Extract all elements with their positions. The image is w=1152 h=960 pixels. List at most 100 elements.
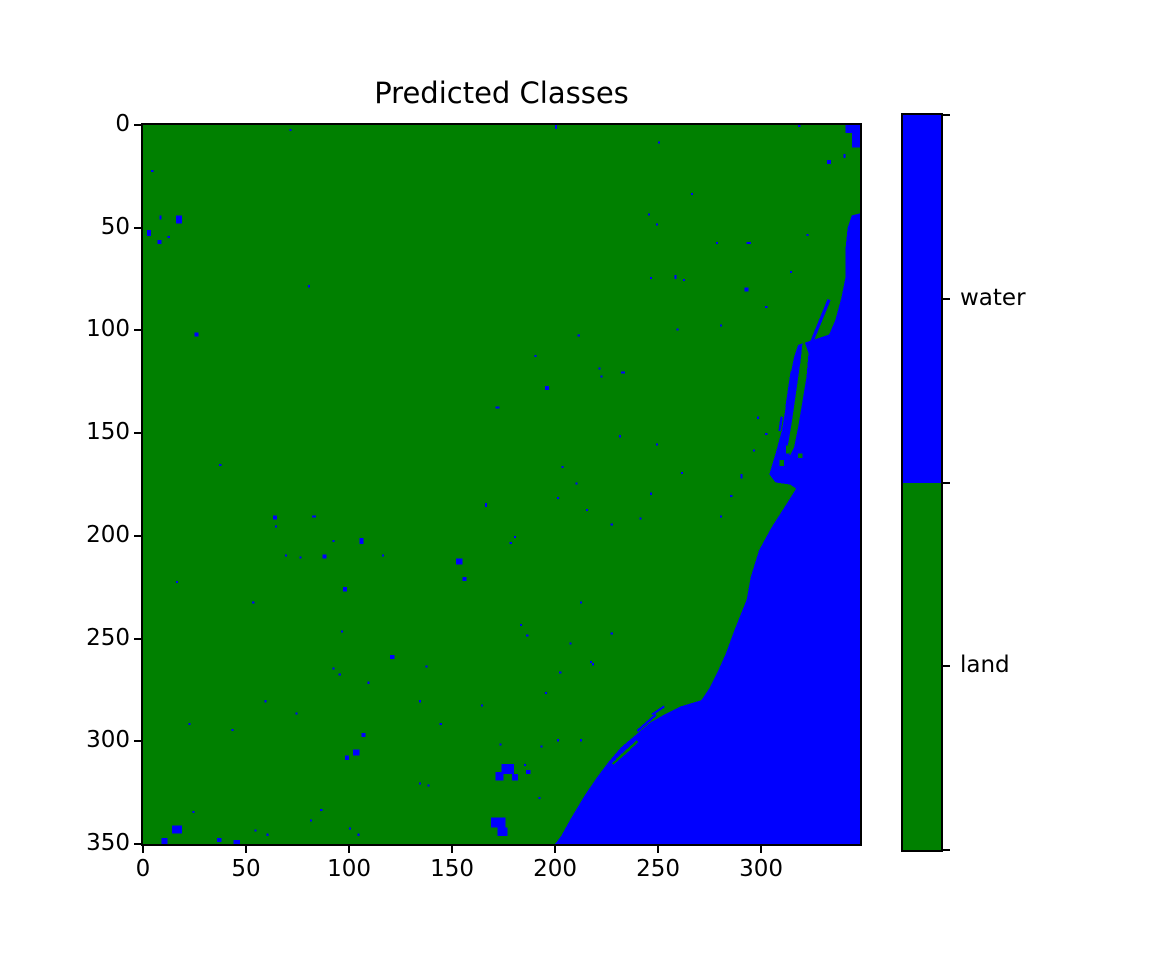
water-speckle bbox=[752, 449, 755, 452]
x-tick-label: 300 bbox=[739, 856, 784, 882]
y-tick-label: 50 bbox=[100, 213, 130, 240]
water-speckle bbox=[353, 749, 360, 756]
y-tick-label: 350 bbox=[86, 830, 130, 856]
water-speckle bbox=[367, 681, 370, 684]
water-speckle bbox=[480, 704, 483, 707]
water-speckle bbox=[332, 667, 335, 670]
water-speckle bbox=[309, 819, 312, 822]
y-tick bbox=[134, 534, 141, 537]
lagoon-streak bbox=[651, 705, 665, 716]
water-speckle bbox=[600, 375, 603, 378]
y-tick bbox=[134, 226, 141, 229]
water-speckle bbox=[217, 837, 222, 842]
water-speckle bbox=[744, 287, 749, 292]
water-speckle bbox=[495, 772, 504, 781]
water-speckle bbox=[509, 542, 512, 545]
water-speckle bbox=[843, 153, 846, 158]
y-tick bbox=[134, 740, 141, 743]
water-speckle bbox=[390, 655, 395, 660]
island bbox=[785, 445, 789, 454]
x-tick bbox=[245, 846, 248, 853]
water-speckle bbox=[569, 642, 572, 645]
water-speckle bbox=[513, 535, 516, 538]
water-speckle bbox=[439, 722, 442, 725]
lagoon-streak bbox=[785, 371, 794, 407]
water-speckle bbox=[676, 328, 679, 331]
water-speckle bbox=[289, 129, 292, 132]
x-tick-label: 50 bbox=[231, 856, 261, 882]
water-speckle bbox=[649, 277, 652, 280]
x-tick bbox=[348, 846, 351, 853]
water-speckle bbox=[159, 215, 162, 220]
island bbox=[779, 459, 784, 467]
water-speckle bbox=[798, 125, 801, 128]
water-speckle bbox=[827, 159, 832, 165]
x-tick-label: 250 bbox=[636, 856, 681, 882]
class-map-plot bbox=[143, 125, 860, 844]
x-tick-label: 150 bbox=[430, 856, 474, 882]
ocean-region bbox=[555, 213, 860, 844]
water-speckle bbox=[188, 722, 191, 725]
water-speckle bbox=[361, 733, 366, 738]
water-speckle bbox=[194, 332, 199, 337]
water-speckle bbox=[219, 463, 222, 467]
water-speckle bbox=[161, 837, 168, 844]
water-speckle bbox=[495, 406, 500, 409]
water-speckle bbox=[555, 125, 558, 130]
water-speckle bbox=[299, 556, 302, 559]
water-speckle bbox=[719, 324, 722, 327]
water-speckle bbox=[639, 517, 642, 520]
water-speckle bbox=[520, 624, 523, 627]
water-speckle bbox=[765, 433, 768, 436]
lagoon-streak bbox=[778, 416, 783, 432]
y-tick-label: 300 bbox=[86, 727, 130, 754]
water-speckle bbox=[534, 355, 537, 358]
water-speckle bbox=[349, 827, 352, 830]
colorbar-boundary-tick bbox=[943, 114, 950, 116]
colorbar-boundary-tick bbox=[943, 849, 950, 851]
water-speckle bbox=[746, 242, 751, 245]
water-speckle bbox=[598, 367, 601, 370]
y-tick bbox=[134, 329, 141, 332]
water-speckle bbox=[524, 763, 527, 766]
water-speckle bbox=[311, 515, 317, 518]
water-speckle bbox=[610, 632, 613, 635]
water-speckle bbox=[320, 809, 323, 812]
y-tick-label: 150 bbox=[86, 419, 130, 446]
water-speckle bbox=[285, 554, 288, 557]
y-tick bbox=[134, 432, 141, 435]
water-speckle bbox=[231, 728, 234, 732]
water-speckle bbox=[526, 770, 531, 775]
water-speckle bbox=[756, 416, 760, 419]
colorbar-tick-water bbox=[943, 297, 950, 300]
water-speckle bbox=[344, 755, 350, 760]
water-speckle bbox=[264, 700, 267, 703]
colorbar-tick-land bbox=[943, 665, 950, 668]
colorbar-label-water: water bbox=[960, 284, 1026, 311]
water-speckle bbox=[557, 496, 560, 499]
corner-water bbox=[845, 125, 860, 134]
y-tick-label: 200 bbox=[86, 521, 130, 548]
water-speckle bbox=[719, 515, 722, 518]
water-speckle bbox=[147, 229, 152, 236]
x-tick-label: 100 bbox=[327, 856, 371, 882]
water-speckle bbox=[674, 274, 677, 280]
class-map-svg bbox=[143, 125, 860, 844]
x-tick bbox=[657, 846, 660, 853]
water-speckle bbox=[691, 192, 694, 195]
water-speckle bbox=[715, 242, 718, 245]
water-speckle bbox=[538, 796, 541, 799]
water-speckle bbox=[592, 663, 595, 666]
water-speckle bbox=[740, 474, 743, 479]
water-speckle bbox=[266, 833, 269, 836]
water-speckle bbox=[307, 285, 310, 288]
water-speckle bbox=[419, 782, 422, 785]
water-speckle bbox=[425, 665, 428, 668]
corner-water bbox=[851, 133, 860, 148]
water-speckle bbox=[658, 141, 661, 144]
y-tick-label: 100 bbox=[86, 316, 130, 343]
water-speckle bbox=[577, 334, 580, 337]
water-speckle bbox=[647, 213, 650, 216]
x-tick-label: 0 bbox=[135, 856, 151, 882]
lagoon-streak bbox=[809, 298, 831, 346]
